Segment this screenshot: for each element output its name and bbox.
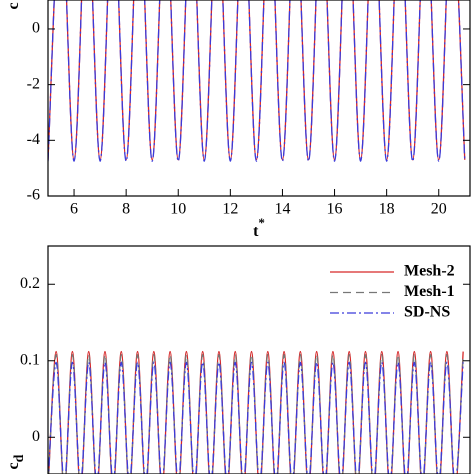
x-tick-label: 8 [122, 201, 130, 218]
x-axis-label: t* [253, 215, 265, 240]
y-tick-label: -6 [27, 187, 40, 204]
legend-label: Mesh-2 [404, 263, 455, 280]
series-line [48, 361, 464, 474]
legend-label: SD-NS [404, 304, 450, 321]
x-tick-label: 16 [327, 201, 343, 218]
y-tick-label: -4 [27, 131, 40, 148]
legend-label: Mesh-1 [404, 283, 455, 300]
y-tick-label: 0.1 [20, 351, 40, 368]
x-tick-label: 18 [379, 201, 395, 218]
x-tick-label: 20 [431, 201, 447, 218]
y-tick-label: 0.2 [20, 275, 40, 292]
series-line [48, 0, 466, 162]
x-axis-label-sup: * [258, 215, 265, 230]
y-axis-label: c [5, 2, 22, 9]
plot-frame [47, 0, 471, 197]
series-line [48, 0, 466, 161]
series-line [48, 353, 464, 474]
plot-frame [47, 245, 471, 474]
x-tick-label: 14 [274, 201, 290, 218]
y-tick-label: 0 [32, 20, 40, 37]
y-tick-label: -2 [27, 75, 40, 92]
x-tick-label: 10 [170, 201, 186, 218]
plot-area [48, 350, 464, 474]
plot-area [48, 0, 466, 162]
y-axis-label: cd [5, 454, 28, 469]
x-tick-label: 12 [222, 201, 238, 218]
x-tick-label: 6 [70, 201, 78, 218]
y-axis-label-sub: d [12, 454, 27, 462]
y-axis-label-main: c [5, 462, 22, 469]
y-tick-label: 0 [32, 428, 40, 445]
x-axis-label-main: t [253, 223, 259, 240]
y-axis-label-main: c [5, 2, 22, 9]
